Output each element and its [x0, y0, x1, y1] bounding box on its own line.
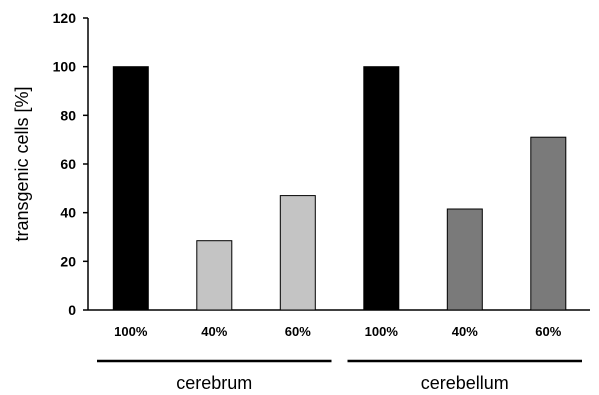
bar [363, 66, 400, 311]
bars [112, 66, 567, 311]
axes: 0 20 40 60 80 100 120 [53, 10, 590, 318]
y-tick-label: 60 [60, 156, 76, 172]
category-label: 40% [201, 324, 227, 339]
category-label: 100% [114, 324, 148, 339]
group-label: cerebrum [176, 373, 252, 393]
y-tick-label: 100 [53, 59, 77, 75]
category-label: 40% [452, 324, 478, 339]
y-tick-label: 80 [60, 107, 76, 123]
y-axis-label: transgenic cells [%] [12, 86, 32, 241]
y-tick-label: 0 [68, 302, 76, 318]
bar [530, 136, 567, 311]
bar [196, 240, 233, 311]
bar [446, 208, 483, 311]
y-tick-label: 20 [60, 253, 76, 269]
category-label: 100% [365, 324, 399, 339]
bar [279, 195, 316, 311]
y-tick-label: 120 [53, 10, 77, 26]
group-label: cerebellum [421, 373, 509, 393]
labels: 100% 40% 60% 100% 40% 60% cerebrum cerebellum [97, 324, 582, 393]
category-label: 60% [285, 324, 311, 339]
category-label: 60% [535, 324, 561, 339]
y-tick-label: 40 [60, 205, 76, 221]
bar [112, 66, 149, 311]
